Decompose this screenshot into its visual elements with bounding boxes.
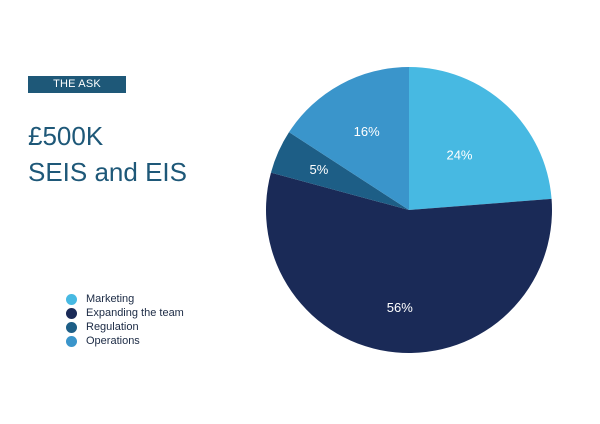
pie-slice-marketing xyxy=(409,67,552,210)
pie-slice-expanding-the-team xyxy=(265,172,552,353)
pie-slice-operations xyxy=(289,67,409,210)
headline: £500K SEIS and EIS xyxy=(28,118,187,190)
legend-item: Expanding the team xyxy=(66,306,184,320)
section-tag: THE ASK xyxy=(28,76,126,93)
legend-item: Marketing xyxy=(66,292,184,306)
legend-item: Operations xyxy=(66,334,184,348)
pie-slice-regulation xyxy=(270,132,409,210)
chart-legend: Marketing Expanding the team Regulation … xyxy=(66,292,184,348)
headline-amount: £500K xyxy=(28,121,104,151)
legend-swatch xyxy=(66,335,77,347)
legend-swatch xyxy=(66,293,77,305)
legend-item: Regulation xyxy=(66,320,184,334)
pie-data-label: 16% xyxy=(354,124,380,139)
pie-data-label: 24% xyxy=(446,147,472,162)
legend-label: Operations xyxy=(86,335,140,347)
legend-label: Regulation xyxy=(86,321,139,333)
legend-swatch xyxy=(66,321,77,333)
headline-schemes: SEIS and EIS xyxy=(28,157,187,187)
legend-label: Marketing xyxy=(86,293,135,305)
pie-data-label: 56% xyxy=(387,300,413,315)
legend-swatch xyxy=(66,307,77,319)
pie-data-label: 5% xyxy=(310,162,329,177)
legend-label: Expanding the team xyxy=(86,307,184,319)
